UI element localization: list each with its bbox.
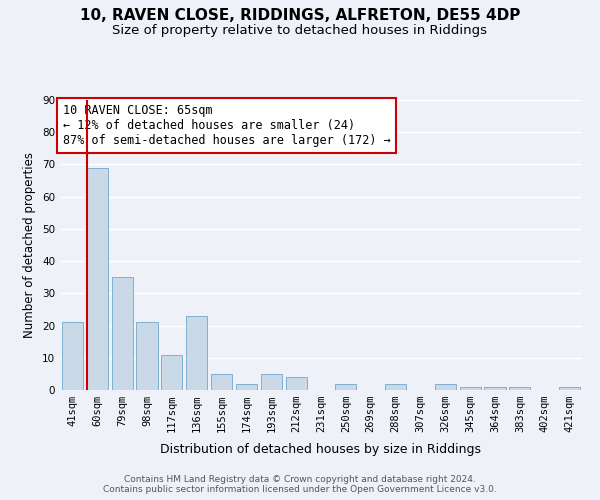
Bar	[559, 387, 580, 390]
Bar	[87, 168, 108, 390]
Bar	[236, 384, 257, 390]
Text: Size of property relative to detached houses in Riddings: Size of property relative to detached ho…	[113, 24, 487, 37]
Bar	[335, 384, 356, 390]
Bar	[385, 384, 406, 390]
Bar	[62, 322, 83, 390]
Bar	[435, 384, 456, 390]
Bar	[484, 387, 506, 390]
Y-axis label: Number of detached properties: Number of detached properties	[23, 152, 37, 338]
Bar	[186, 316, 207, 390]
Text: 10 RAVEN CLOSE: 65sqm
← 12% of detached houses are smaller (24)
87% of semi-deta: 10 RAVEN CLOSE: 65sqm ← 12% of detached …	[62, 104, 391, 148]
Bar	[509, 387, 530, 390]
Text: Contains HM Land Registry data © Crown copyright and database right 2024.
Contai: Contains HM Land Registry data © Crown c…	[103, 474, 497, 494]
Bar	[286, 377, 307, 390]
Bar	[136, 322, 158, 390]
Text: Distribution of detached houses by size in Riddings: Distribution of detached houses by size …	[161, 442, 482, 456]
Bar	[261, 374, 282, 390]
Bar	[161, 354, 182, 390]
Bar	[211, 374, 232, 390]
Bar	[460, 387, 481, 390]
Text: 10, RAVEN CLOSE, RIDDINGS, ALFRETON, DE55 4DP: 10, RAVEN CLOSE, RIDDINGS, ALFRETON, DE5…	[80, 8, 520, 22]
Bar	[112, 277, 133, 390]
